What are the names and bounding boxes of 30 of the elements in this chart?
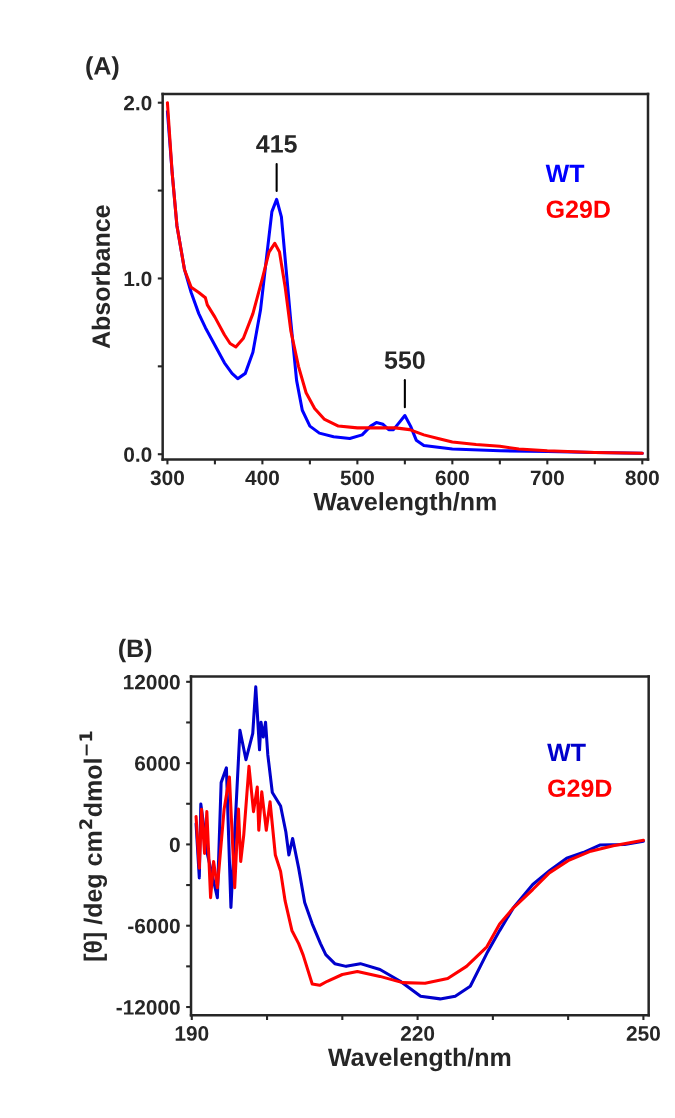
- y-tick-label: -12000: [116, 1000, 180, 1015]
- y-tick-label: 0.0: [124, 447, 152, 462]
- text: WT: [545, 164, 585, 183]
- text: G29D: [546, 200, 610, 219]
- annotation: 415: [256, 135, 297, 153]
- x-tick-label: 300: [150, 470, 184, 486]
- x-tick-label: 600: [435, 470, 469, 486]
- y-tick-label: 1.0: [124, 271, 152, 287]
- x-tick-label: 700: [530, 470, 564, 486]
- y-axis-title: Absorbance: [91, 205, 111, 349]
- x-tick-label: 220: [400, 1026, 435, 1041]
- chart-title: (B): [119, 638, 152, 663]
- y-tick-label: 6000: [135, 756, 180, 771]
- x-axis-title: Wavelength/nm: [313, 492, 496, 516]
- x-tick-label: 400: [245, 470, 279, 486]
- text: WT: [547, 743, 586, 762]
- y-tick-label: 12000: [123, 674, 180, 690]
- annotation: 550: [384, 351, 425, 369]
- series-label: G29D: [548, 779, 612, 798]
- x-axis-title: Wavelength/nm: [327, 1047, 511, 1072]
- x-tick-label: 800: [625, 470, 659, 486]
- line-series: [194, 764, 645, 987]
- x-tick-label: 250: [626, 1026, 660, 1041]
- chart-title: (A): [86, 56, 119, 80]
- y-tick-label: -6000: [128, 918, 180, 934]
- x-tick-label: 500: [340, 470, 374, 486]
- x-tick-label: 190: [175, 1026, 209, 1041]
- y-tick-label: 2.0: [124, 95, 152, 111]
- y-tick-label: 0: [169, 837, 180, 853]
- y-axis-title: [θ] /deg cm$^{2}$dmol$^{−1}$: [79, 731, 108, 961]
